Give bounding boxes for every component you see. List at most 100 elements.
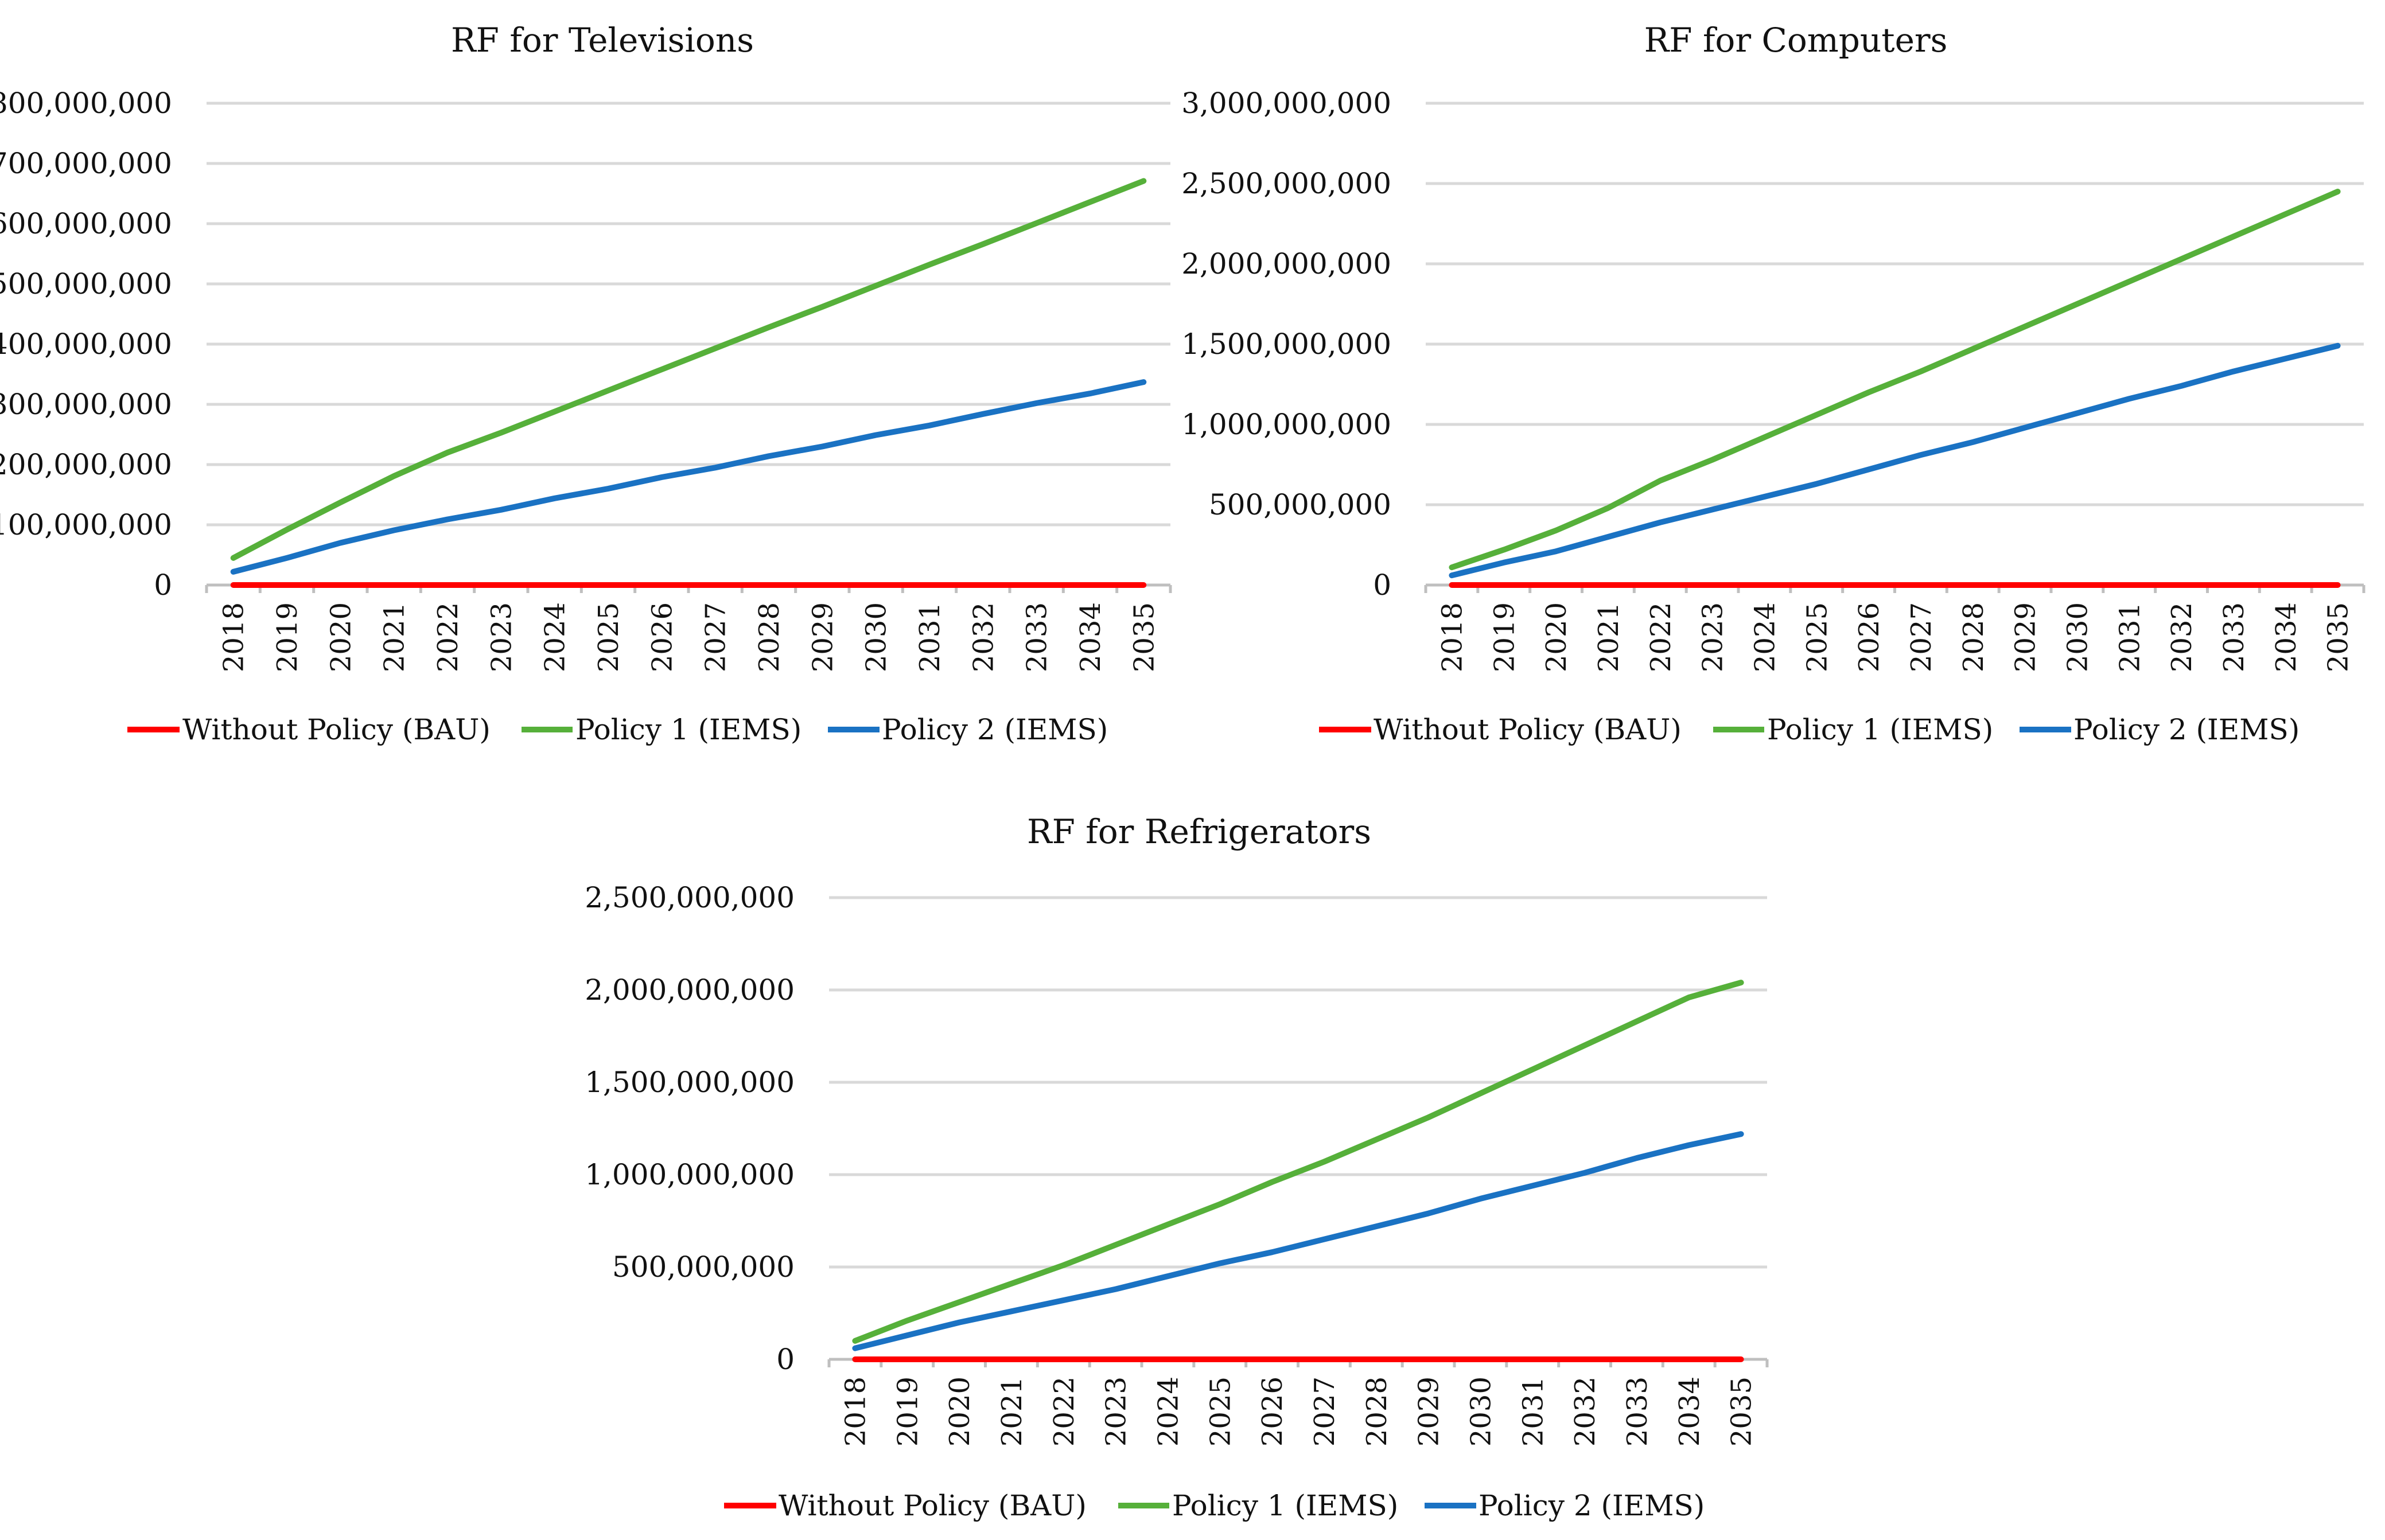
y-tick-label: 500,000,000 <box>0 267 172 301</box>
x-tick-label: 2031 <box>914 602 946 672</box>
x-tick-label: 2022 <box>1645 602 1677 672</box>
x-tick-label: 2029 <box>807 602 839 672</box>
y-tick-label: 3,000,000,000 <box>1181 87 1391 120</box>
y-tick-label: 600,000,000 <box>0 207 172 240</box>
x-tick-label: 2021 <box>1593 602 1625 672</box>
x-tick-label: 2020 <box>325 602 357 672</box>
chart-title: RF for Computers <box>1644 21 1948 60</box>
legend: Without Policy (BAU) Policy 1 (IEMS) Polic… <box>1319 713 2300 746</box>
y-tick-label: 800,000,000 <box>0 87 172 120</box>
legend-label: Policy 2 (IEMS) <box>2073 713 2300 746</box>
series-line-policy-1-iems <box>1449 189 2341 571</box>
y-tick-label: 400,000,000 <box>0 328 172 361</box>
x-tick-label: 2035 <box>1128 602 1160 672</box>
x-tick-label: 2020 <box>1540 602 1573 672</box>
legend-label: Policy 2 (IEMS) <box>1479 1489 1705 1522</box>
x-tick-label: 2023 <box>1697 602 1729 672</box>
y-tick-label: 2,000,000,000 <box>585 973 795 1007</box>
x-tick-label: 2027 <box>700 602 732 672</box>
legend-item: Without Policy (BAU) <box>1319 713 1682 746</box>
x-tick-label: 2024 <box>539 602 571 672</box>
legend: Without Policy (BAU) Policy 1 (IEMS) Polic… <box>724 1489 1705 1522</box>
series-line-policy-2-iems <box>852 1131 1744 1351</box>
legend-label: Without Policy (BAU) <box>779 1489 1087 1522</box>
x-tick-label: 2033 <box>2218 602 2250 672</box>
x-tick-label: 2021 <box>996 1377 1028 1447</box>
x-tick-label: 2028 <box>753 602 785 672</box>
x-tick-label: 2027 <box>1309 1377 1341 1447</box>
x-tick-label: 2035 <box>1726 1377 1758 1447</box>
x-tick-label: 2026 <box>646 602 678 672</box>
x-tick-label: 2033 <box>1021 602 1053 672</box>
y-tick-label: 2,500,000,000 <box>1181 167 1391 200</box>
x-tick-label: 2028 <box>1958 602 1990 672</box>
x-tick-label: 2034 <box>2270 602 2302 672</box>
y-tick-label: 1,000,000,000 <box>1181 408 1391 441</box>
x-tick-label: 2035 <box>2322 602 2355 672</box>
legend-item: Policy 2 (IEMS) <box>828 713 1108 746</box>
legend-label: Policy 1 (IEMS) <box>1172 1489 1398 1522</box>
legend-label: Policy 2 (IEMS) <box>882 713 1108 746</box>
legend-item: Policy 1 (IEMS) <box>522 713 802 746</box>
y-tick-label: 500,000,000 <box>1209 488 1391 521</box>
x-tick-label: 2027 <box>1905 602 1937 672</box>
chart-title: RF for Refrigerators <box>1027 812 1371 851</box>
x-tick-label: 2030 <box>861 602 893 672</box>
chart-title: RF for Televisions <box>451 21 754 60</box>
x-tick-label: 2022 <box>432 602 464 672</box>
y-tick-label: 0 <box>776 1343 795 1376</box>
y-tick-label: 700,000,000 <box>0 147 172 180</box>
y-tick-label: 1,500,000,000 <box>1181 328 1391 361</box>
legend-label: Without Policy (BAU) <box>1374 713 1682 746</box>
chart-computers: RF for Computers 0 500,000,000 1,000,000,00… <box>1181 21 2365 746</box>
x-tick-label: 2018 <box>839 1377 871 1447</box>
y-tick-label: 2,000,000,000 <box>1181 247 1391 280</box>
chart-refrigerators: RF for Refrigerators 0 500,000,000 1,000,00… <box>585 812 1769 1522</box>
x-tick-label: 2032 <box>967 602 999 672</box>
x-tick-label: 2025 <box>1801 602 1833 672</box>
x-tick-label: 2023 <box>1100 1377 1133 1447</box>
legend-label: Policy 1 (IEMS) <box>1767 713 1993 746</box>
legend-item: Policy 1 (IEMS) <box>1118 1489 1398 1522</box>
x-tick-label: 2022 <box>1048 1377 1080 1447</box>
x-tick-label: 2023 <box>485 602 518 672</box>
series-line-policy-1-iems <box>230 178 1147 561</box>
y-tick-label: 2,500,000,000 <box>585 881 795 914</box>
legend-item: Policy 2 (IEMS) <box>2020 713 2300 746</box>
x-tick-label: 2021 <box>379 602 411 672</box>
x-tick-label: 2030 <box>1465 1377 1497 1447</box>
x-tick-label: 2031 <box>2114 602 2146 672</box>
y-tick-label: 100,000,000 <box>0 508 172 541</box>
y-tick-label: 300,000,000 <box>0 388 172 421</box>
x-tick-label: 2026 <box>1853 602 1885 672</box>
y-tick-label: 500,000,000 <box>612 1250 795 1284</box>
x-tick-label: 2019 <box>1488 602 1520 672</box>
y-tick-label: 1,500,000,000 <box>585 1066 795 1099</box>
series-line-policy-2-iems <box>1449 342 2341 579</box>
y-tick-label: 0 <box>154 568 172 602</box>
legend-item: Without Policy (BAU) <box>724 1489 1087 1522</box>
legend-label: Without Policy (BAU) <box>182 713 491 746</box>
x-tick-label: 2018 <box>1436 602 1468 672</box>
x-tick-label: 2030 <box>2061 602 2094 672</box>
x-tick-label: 2024 <box>1749 602 1781 672</box>
x-tick-label: 2025 <box>1204 1377 1236 1447</box>
x-tick-label: 2018 <box>218 602 250 672</box>
y-tick-label: 1,000,000,000 <box>585 1158 795 1191</box>
x-tick-label: 2019 <box>892 1377 924 1447</box>
legend: Without Policy (BAU) Policy 1 (IEMS) Polic… <box>127 713 1108 746</box>
x-tick-label: 2019 <box>271 602 304 672</box>
x-tick-label: 2031 <box>1517 1377 1549 1447</box>
legend-item: Without Policy (BAU) <box>127 713 491 746</box>
x-tick-label: 2029 <box>2010 602 2042 672</box>
x-tick-label: 2024 <box>1152 1377 1184 1447</box>
series-line-policy-2-iems <box>230 379 1147 575</box>
legend-item: Policy 1 (IEMS) <box>1713 713 1993 746</box>
x-tick-label: 2034 <box>1075 602 1107 672</box>
x-tick-label: 2033 <box>1621 1377 1653 1447</box>
x-tick-label: 2020 <box>944 1377 976 1447</box>
x-tick-label: 2025 <box>593 602 625 672</box>
legend-item: Policy 2 (IEMS) <box>1425 1489 1705 1522</box>
series-line-policy-1-iems <box>852 980 1744 1344</box>
